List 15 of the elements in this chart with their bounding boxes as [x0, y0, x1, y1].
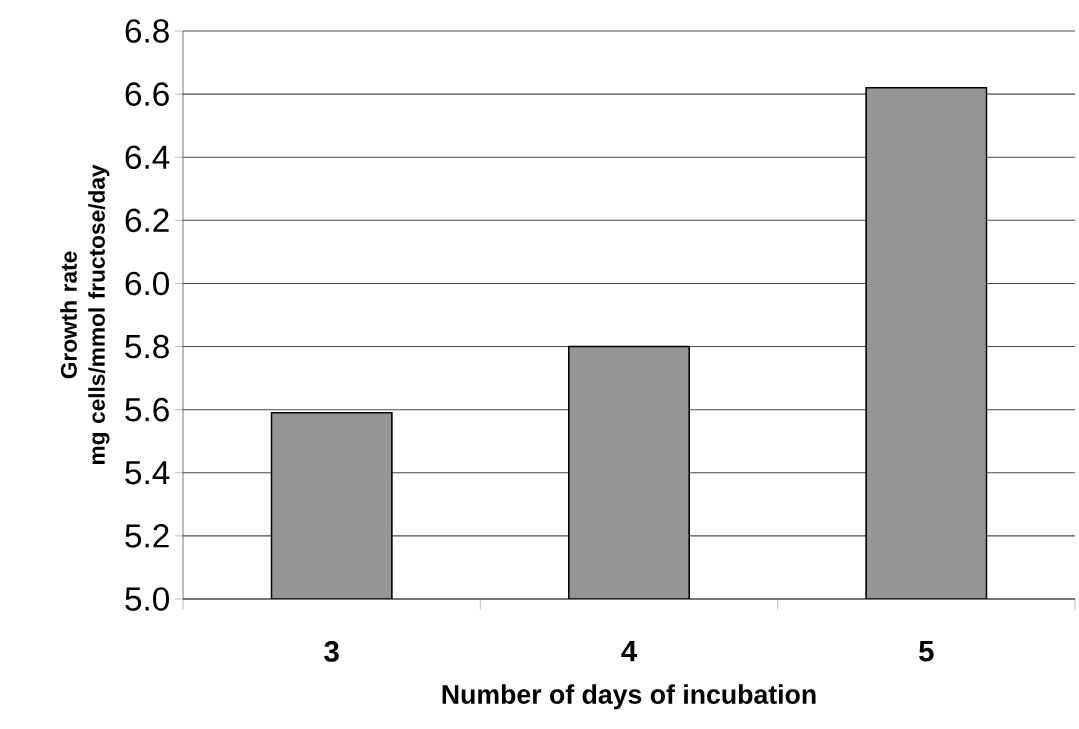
- y-tick-label: 5.6: [125, 397, 169, 422]
- x-tick-label: 4: [621, 641, 638, 662]
- y-tick-label: 5.0: [125, 587, 169, 611]
- y-tick-label: 6.4: [125, 145, 170, 170]
- y-tick-label: 5.8: [125, 334, 169, 359]
- y-tick-label: 5.4: [125, 461, 170, 485]
- y-tick-label: 6.0: [125, 271, 169, 296]
- y-tick-label: 6.8: [125, 19, 169, 43]
- x-tick-label: 5: [919, 641, 934, 662]
- y-axis-title: Growth rate mg cells/mmol fructose/day: [60, 164, 110, 465]
- y-tick-label: 5.2: [125, 524, 169, 548]
- x-axis-title: Number of days of incubation: [442, 684, 816, 710]
- y-tick-label: 6.6: [125, 82, 169, 106]
- x-tick-label: 3: [324, 641, 339, 662]
- y-tick-label: 6.2: [125, 208, 169, 233]
